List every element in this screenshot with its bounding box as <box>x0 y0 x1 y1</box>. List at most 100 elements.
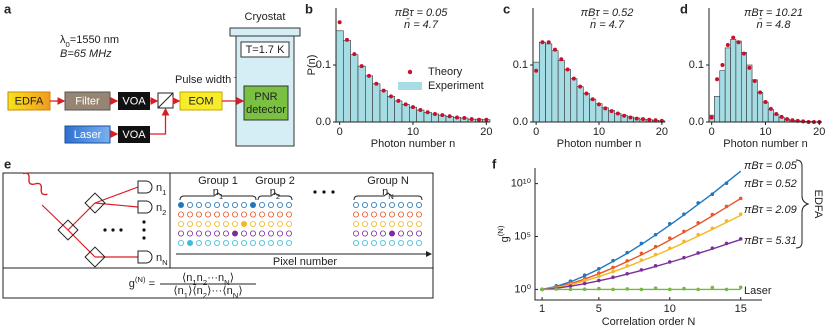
pixel <box>406 211 413 218</box>
pixel <box>177 239 184 246</box>
theory-dot <box>546 40 551 45</box>
theory-dot <box>790 118 795 123</box>
group-name: Group N <box>367 175 409 187</box>
bar <box>570 78 578 123</box>
data-point <box>682 286 686 291</box>
pixel <box>370 201 377 208</box>
pulse-width: Pulse width τ <box>175 74 239 86</box>
x-axis-label: Correlation order N <box>602 316 696 328</box>
data-point <box>653 286 658 291</box>
text-run: =1550 nm <box>70 34 119 46</box>
theory-dot <box>396 98 401 103</box>
panel-label: e <box>4 156 11 171</box>
data-point <box>625 259 630 263</box>
theory-dot <box>736 40 741 45</box>
text-run: ⟨n <box>173 285 183 297</box>
pixel <box>361 211 368 218</box>
pixel <box>415 211 422 218</box>
theory-dot <box>425 110 430 115</box>
y-axis-label: g(N) <box>496 225 511 242</box>
data-point <box>597 274 601 278</box>
theory-dot <box>590 97 595 102</box>
data-point <box>667 287 672 292</box>
pixel <box>240 239 247 246</box>
data-point <box>611 287 615 292</box>
theory-dot <box>584 91 589 96</box>
pixel <box>352 230 359 237</box>
pixel <box>388 211 395 218</box>
temperature: T=1.7 K <box>246 44 285 56</box>
pixel <box>222 201 229 208</box>
beam-splitter <box>157 92 174 109</box>
group-name: Group 1 <box>198 175 238 187</box>
voa-box <box>118 92 150 110</box>
x-tick-label: 10 <box>759 126 771 138</box>
pixel <box>388 239 395 246</box>
bar <box>409 106 417 123</box>
text-run: ⟩ <box>238 285 242 297</box>
data-point <box>625 250 630 255</box>
data-point <box>696 287 700 292</box>
theory-dot <box>715 77 720 82</box>
series-label: πBτ = 0.05 <box>744 160 798 172</box>
pixel <box>388 201 395 208</box>
pixel <box>222 211 229 218</box>
text-run: ⟨n <box>182 272 192 284</box>
data-point <box>582 273 587 278</box>
theory-dot <box>403 102 408 107</box>
pixel <box>258 239 265 246</box>
pixel <box>222 230 229 237</box>
group-braces <box>179 192 423 201</box>
eom-label: EOM <box>188 95 213 107</box>
annotation: πBτ = 0.05 <box>395 7 449 19</box>
voa-box <box>118 126 150 143</box>
beam-arrows <box>50 97 245 138</box>
series-label: πBτ = 2.09 <box>744 204 797 216</box>
theory-dot <box>725 43 730 48</box>
pixel <box>195 230 202 237</box>
theory-dot <box>359 64 364 69</box>
x-tick-label: 0 <box>709 126 715 138</box>
detector-count: n2 <box>156 202 166 217</box>
bar <box>401 104 410 123</box>
pixel <box>285 239 292 246</box>
annotation: n̄ = 4.7 <box>404 18 439 31</box>
pixel <box>249 220 256 227</box>
pixel <box>379 201 386 208</box>
pixel <box>285 211 292 218</box>
theory-dot <box>720 63 725 67</box>
pixel <box>177 201 184 208</box>
data-point <box>653 244 658 249</box>
x-tick-label: 1 <box>539 303 545 315</box>
pixel <box>177 211 184 218</box>
pixel <box>177 230 184 237</box>
detector-count: n1 <box>156 182 166 197</box>
theory-dot <box>559 57 564 62</box>
data-point <box>724 181 729 185</box>
pixel <box>258 201 265 208</box>
theory-dot <box>578 84 583 89</box>
pixel <box>186 230 193 237</box>
text-run: = <box>146 278 155 290</box>
bar <box>735 40 742 123</box>
theory-dot <box>747 65 752 70</box>
pixel <box>379 211 386 218</box>
pixel <box>352 220 359 227</box>
text-run: N <box>233 291 239 300</box>
pixel <box>213 230 220 237</box>
y-tick-label: 0.0 <box>316 116 331 128</box>
theory-dot <box>462 116 467 121</box>
y-tick-label: 10¹⁰ <box>511 178 532 190</box>
panel-label: b <box>305 1 313 16</box>
pixel <box>406 230 413 237</box>
pixel <box>204 230 211 237</box>
bar <box>714 96 721 123</box>
setup-diagram: a λ0=1550 nm B=65 MHz EDFA Filter VOA Pu… <box>4 1 301 147</box>
pixel <box>222 220 229 227</box>
data-point <box>696 201 700 205</box>
formula-numerator: ⟨n1n2···nN⟩ <box>182 272 234 287</box>
data-point <box>710 212 715 217</box>
text-run: n <box>156 202 162 214</box>
pixel <box>370 211 377 218</box>
pixel <box>276 220 283 227</box>
